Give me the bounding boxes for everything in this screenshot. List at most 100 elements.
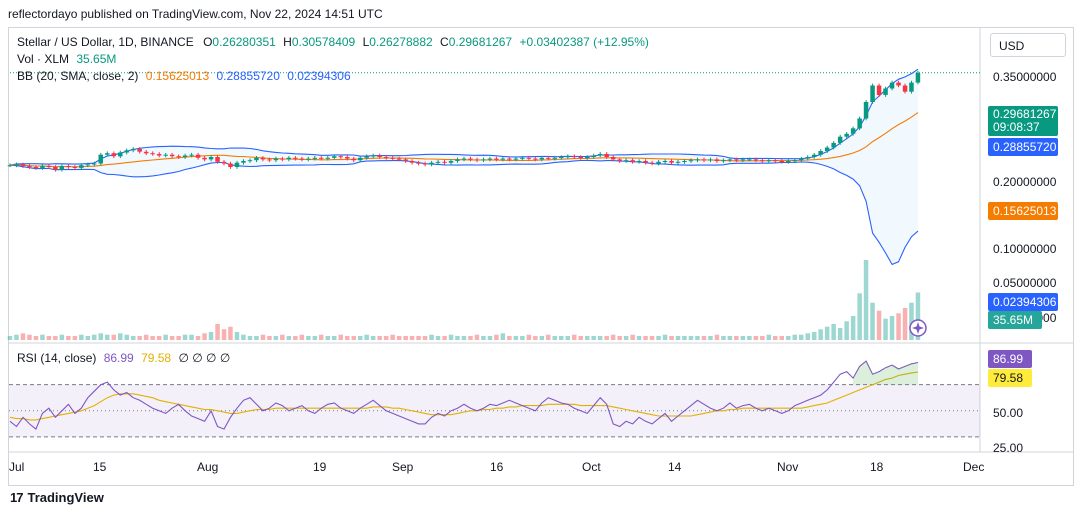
volume-label[interactable]: Vol · XLM [17, 52, 70, 66]
candle-body [14, 164, 19, 166]
candle-body [591, 155, 596, 157]
brand-name: TradingView [27, 490, 104, 505]
candle-body [416, 162, 421, 164]
rsi-value: 86.99 [103, 351, 134, 365]
volume-bar [247, 336, 253, 340]
candle-body [364, 156, 369, 158]
candle-body [176, 156, 181, 158]
volume-bar [824, 326, 830, 340]
candle-body [169, 154, 175, 157]
volume-bar [267, 336, 272, 340]
volume-bar [915, 292, 921, 340]
candle-body [507, 158, 512, 160]
candle-body [675, 161, 681, 163]
volume-bar [163, 334, 168, 340]
candle-body [779, 161, 784, 162]
rsi-axis-label: 25.00 [993, 441, 1024, 455]
candle-body [345, 157, 350, 159]
volume-bar [896, 313, 901, 340]
candle-body [66, 166, 71, 168]
volume-bar [818, 329, 823, 340]
volume-bar [753, 336, 759, 340]
volume-bar [630, 334, 635, 340]
volume-bar [254, 336, 259, 340]
candle-body [338, 156, 343, 158]
volume-legend: Vol · XLM 35.65M [17, 52, 116, 66]
candle-body [487, 158, 493, 160]
candle-body [280, 158, 285, 160]
candle-body [481, 159, 486, 161]
last-price-value: 0.29681267 [993, 107, 1057, 121]
bb-middle-tag: 0.15625013 [988, 202, 1058, 220]
volume-bar [85, 336, 91, 340]
candle-body [844, 133, 849, 137]
rsi-ma-tag: 79.58 [988, 369, 1032, 387]
volume-bar [345, 336, 350, 340]
candle-body [617, 159, 622, 161]
volume-bar [306, 336, 311, 340]
volume-bar [234, 332, 240, 340]
rsi-axis-label: 50.00 [993, 406, 1024, 420]
candle-body [585, 157, 590, 158]
bb-legend: BB (20, SMA, close, 2) 0.15625013 0.2885… [17, 69, 351, 83]
candle-body [118, 152, 123, 157]
currency-button[interactable]: USD [990, 33, 1066, 57]
volume-bar [195, 336, 201, 340]
volume-bar [377, 336, 382, 340]
candle-body [79, 165, 84, 168]
rsi-legend: RSI (14, close) 86.99 79.58 ∅ ∅ ∅ ∅ [17, 351, 230, 365]
bar-countdown: 09:08:37 [993, 120, 1040, 134]
volume-bar [844, 321, 849, 340]
candle-body [163, 154, 168, 156]
volume-bar [617, 336, 622, 340]
candle-body [409, 161, 415, 163]
volume-bar [474, 334, 480, 340]
volume-bar [46, 336, 52, 340]
candle-body [610, 157, 616, 160]
volume-bar [799, 334, 804, 340]
volume-bar [182, 334, 188, 340]
candle-body [461, 158, 467, 160]
volume-bar [636, 336, 642, 340]
candle-body [643, 161, 648, 163]
candle-body [442, 161, 447, 163]
volume-bar [766, 334, 772, 340]
candle-body [429, 162, 434, 165]
volume-bar [312, 336, 318, 340]
volume-bar [565, 336, 570, 340]
candle-body [53, 167, 58, 170]
candle-body [370, 155, 376, 157]
high-value: 0.30578409 [291, 35, 356, 49]
volume-bar [507, 336, 512, 340]
volume-bar [747, 336, 752, 340]
candle-body [500, 158, 506, 160]
volume-bar [585, 336, 590, 340]
bb-label[interactable]: BB (20, SMA, close, 2) [17, 69, 139, 83]
candle-body [131, 148, 136, 151]
candle-body [857, 118, 862, 129]
volume-bar [740, 336, 746, 340]
volume-bar [552, 336, 557, 340]
candle-body [623, 160, 629, 162]
sparkle-icon-glyph [912, 322, 924, 334]
volume-bar [500, 333, 506, 340]
candle-body [760, 160, 765, 162]
volume-bar [390, 334, 395, 340]
candle-body [604, 154, 609, 157]
volume-bar [559, 336, 564, 340]
volume-bar [902, 308, 908, 340]
time-axis-label: Dec [963, 460, 985, 474]
price-axis-label: 0.35000000 [993, 70, 1057, 84]
chart-frame[interactable] [8, 27, 1074, 486]
candle-body [455, 159, 460, 161]
volume-bar [701, 336, 707, 340]
candle-body [656, 161, 661, 164]
candle-body [92, 163, 97, 165]
candle-body [669, 161, 674, 163]
symbol-title[interactable]: Stellar / US Dollar, 1D, BINANCE [17, 35, 194, 49]
rsi-label[interactable]: RSI (14, close) [17, 351, 97, 365]
candle-body [649, 162, 655, 164]
volume-bar [773, 336, 778, 340]
tradingview-logo[interactable]: 17 TradingView [10, 490, 104, 505]
